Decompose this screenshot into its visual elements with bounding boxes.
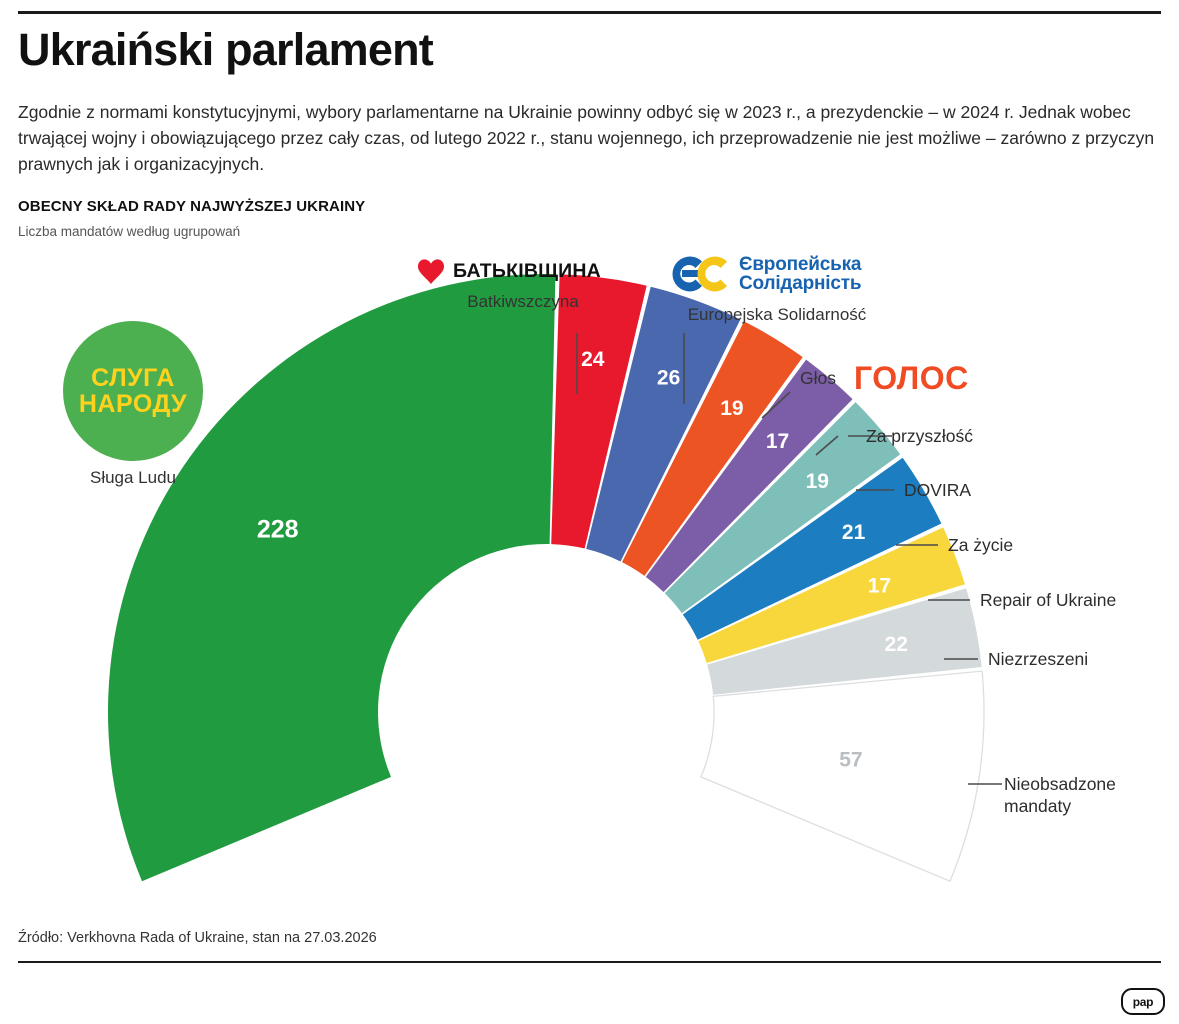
arc-value-label: 17 xyxy=(766,430,789,453)
label-nieobsadzone-line1: Nieobsadzone xyxy=(1004,774,1116,794)
label-nieobsadzone-line2: mandaty xyxy=(1004,796,1072,816)
arc-value-label: 24 xyxy=(581,348,605,371)
bottom-divider xyxy=(18,961,1161,963)
lead-paragraph: Zgodnie z normami konstytucyjnymi, wybor… xyxy=(18,102,1155,174)
arc-segment[interactable] xyxy=(700,670,985,883)
sluga-line2: НАРОДУ xyxy=(78,390,188,418)
label-dovira: DOVIRA xyxy=(904,480,972,500)
arc-segment[interactable] xyxy=(664,402,901,614)
source-note: Źródło: Verkhovna Rada of Ukraine, stan … xyxy=(18,930,377,946)
arc-value-label: 19 xyxy=(720,397,743,420)
label-nieobsadzone-mandaty: Nieobsadzone mandaty xyxy=(1004,773,1116,817)
pap-logo: pap xyxy=(1121,988,1165,1015)
leader-za-przyszlosc xyxy=(815,435,839,456)
logo-europejska-solidarnosc: Європейська Солідарність Europejska Soli… xyxy=(668,252,886,325)
arc-segment[interactable] xyxy=(586,286,741,562)
sluga-ludu-caption: Sługa Ludu xyxy=(89,468,177,487)
arc-segment[interactable] xyxy=(621,321,803,576)
es-line1: Європейська xyxy=(739,253,862,275)
arc-value-label: 228 xyxy=(257,515,299,543)
sluga-ludu-badge: СЛУГА НАРОДУ xyxy=(63,321,203,461)
arc-segment[interactable] xyxy=(682,457,942,640)
arc-segment[interactable] xyxy=(551,274,647,549)
es-monogram-icon xyxy=(672,256,727,292)
arc-value-label: 19 xyxy=(806,470,829,493)
logo-batkiwszczyna: БАТЬКІВЩИНА Batkiwszczyna xyxy=(416,258,630,312)
arc-segment[interactable] xyxy=(698,527,965,664)
label-niezrzeszeni: Niezrzeszeni xyxy=(988,649,1089,669)
batkiwszczyna-logo-text: БАТЬКІВЩИНА xyxy=(453,260,601,282)
golos-logo-text: ГОЛОС xyxy=(853,360,969,396)
es-caption: Europejska Solidarność xyxy=(687,305,867,324)
golos-logo-row: Głos ГОЛОС xyxy=(800,360,969,397)
leader-golos xyxy=(761,391,791,419)
arc-value-label: 57 xyxy=(839,749,862,772)
arc-value-label: 17 xyxy=(868,574,891,597)
label-repair-of-ukraine: Repair of Ukraine xyxy=(980,590,1117,610)
sluga-line1: СЛУГА xyxy=(91,363,175,392)
label-za-przyszlosc: Za przyszłość xyxy=(866,426,973,446)
section-title: OBECNY SKŁAD RADY NAJWYŻSZEJ UKRAINY xyxy=(18,198,366,215)
label-za-zycie: Za życie xyxy=(948,535,1014,555)
arc-value-label: 21 xyxy=(842,521,866,544)
arc-value-label: 26 xyxy=(657,367,680,390)
section-note: Liczba mandatów według ugrupowań xyxy=(18,224,241,239)
batkiwszczyna-logo-row: БАТЬКІВЩИНА xyxy=(416,258,630,285)
page-title: Ukraiński parlament xyxy=(18,24,434,75)
batkiwszczyna-caption: Batkiwszczyna xyxy=(467,292,579,311)
heart-icon xyxy=(417,259,445,285)
top-divider xyxy=(18,11,1161,14)
es-logo-text: Європейська Солідарність xyxy=(739,253,862,294)
arc-segment[interactable] xyxy=(707,588,982,695)
golos-caption: Głos xyxy=(800,368,836,388)
arc-value-labels: 228 24 26 19 17 19 21 17 22 57 xyxy=(257,348,908,771)
logo-golos: Głos ГОЛОС xyxy=(800,360,969,397)
es-logo-row: Європейська Солідарність xyxy=(668,252,886,296)
es-line2: Солідарність xyxy=(739,273,862,294)
arc-value-label: 22 xyxy=(885,633,908,656)
leader-lines xyxy=(576,333,1002,785)
logo-sluga-ludu: СЛУГА НАРОДУ Sługa Ludu xyxy=(63,321,203,488)
